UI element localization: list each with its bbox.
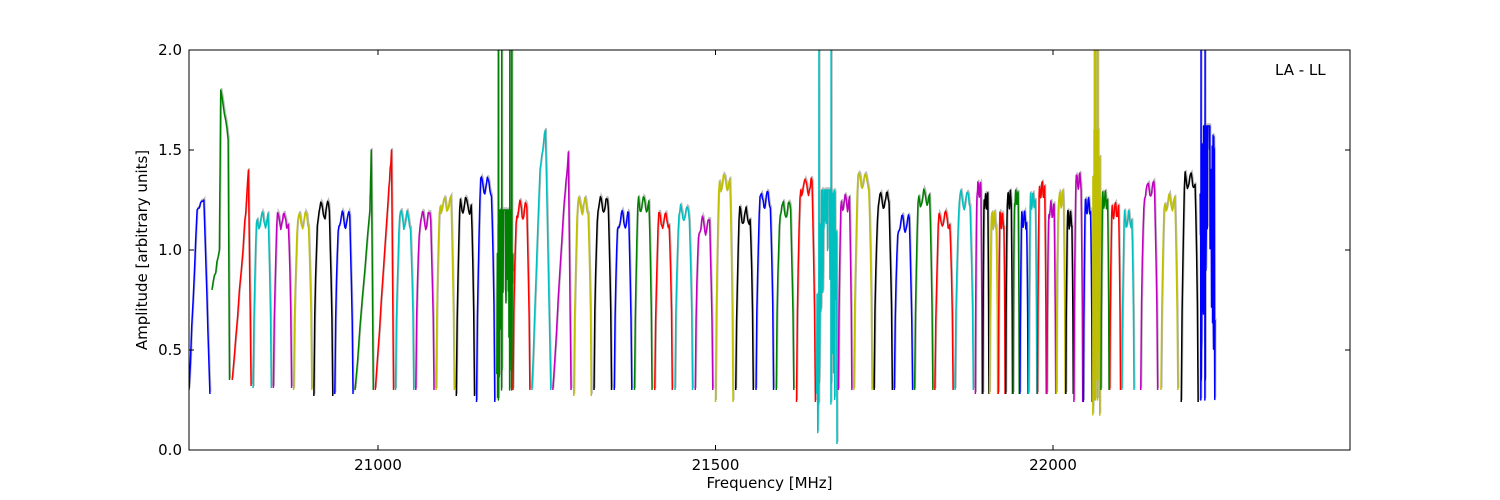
series-line-43 xyxy=(1005,189,1014,395)
panel-annotation: LA - LL xyxy=(1275,61,1326,79)
series-line-38 xyxy=(954,189,975,391)
series-line-33 xyxy=(853,172,873,391)
shadow-trace-32 xyxy=(838,192,854,389)
shadow-trace-26 xyxy=(715,170,735,401)
series-line-49 xyxy=(1055,189,1066,395)
y-tick-label-1: 0.5 xyxy=(158,341,182,359)
series-line-29 xyxy=(775,200,795,391)
series-line-22 xyxy=(633,196,653,391)
shadow-trace-47 xyxy=(1037,179,1048,393)
x-tick-label-1: 21500 xyxy=(692,456,740,474)
series-line-52 xyxy=(1082,196,1093,403)
series-line-36 xyxy=(913,188,934,391)
series-line-5 xyxy=(292,211,313,391)
shadow-trace-40 xyxy=(982,190,991,393)
series-line-58 xyxy=(1160,192,1179,391)
shadow-trace-48 xyxy=(1046,198,1058,393)
series-line-59 xyxy=(1180,171,1199,403)
y-tick-label-2: 1.0 xyxy=(158,241,182,259)
series-line-19 xyxy=(573,196,593,397)
series-line-3 xyxy=(252,211,273,389)
series-line-10 xyxy=(394,209,415,391)
series-line-2 xyxy=(231,169,252,387)
series-line-8 xyxy=(354,149,375,391)
series-line-40 xyxy=(982,192,990,395)
shadow-trace-46 xyxy=(1028,189,1039,393)
series-line-18 xyxy=(552,151,572,391)
y-tick-label-4: 2.0 xyxy=(158,41,182,59)
series-line-13 xyxy=(455,196,476,397)
series-line-56 xyxy=(1121,209,1135,391)
series-line-48 xyxy=(1046,200,1057,395)
series-line-25 xyxy=(694,215,714,391)
series-line-1 xyxy=(211,89,231,381)
y-axis-title: Amplitude [arbitrary units] xyxy=(133,150,151,350)
series-line-30 xyxy=(795,177,817,403)
y-tick-label-3: 1.5 xyxy=(158,141,182,159)
series-line-60 xyxy=(1199,50,1216,401)
series-line-28 xyxy=(755,190,775,391)
series-line-37 xyxy=(934,210,954,391)
series-line-14 xyxy=(475,176,496,403)
series-line-34 xyxy=(873,191,894,391)
series-line-55 xyxy=(1108,201,1122,391)
series-line-54 xyxy=(1100,190,1110,391)
series-line-42 xyxy=(997,211,1006,395)
series-line-46 xyxy=(1027,192,1038,395)
series-line-11 xyxy=(415,210,435,391)
series-line-23 xyxy=(654,211,674,391)
series-line-21 xyxy=(613,209,633,391)
series-line-51 xyxy=(1073,172,1084,403)
series-line-6 xyxy=(313,200,334,397)
series-line-4 xyxy=(272,211,293,389)
series-line-31 xyxy=(816,50,838,445)
series-line-50 xyxy=(1065,209,1074,395)
series-line-45 xyxy=(1019,210,1029,395)
series-line-24 xyxy=(674,203,694,391)
shadow-trace-55 xyxy=(1109,198,1123,389)
series-line-41 xyxy=(988,210,999,395)
series-line-26 xyxy=(714,173,734,403)
series-line-12 xyxy=(435,195,456,391)
tick-layer: 21000 21500 22000 0.0 0.5 1.0 1.5 2.0 xyxy=(158,41,1350,474)
x-axis-title: Frequency [MHz] xyxy=(706,474,832,492)
x-tick-label-2: 22000 xyxy=(1029,456,1077,474)
series-line-35 xyxy=(893,214,914,391)
series-line-0 xyxy=(189,199,211,395)
series-line-39 xyxy=(974,181,983,395)
series-line-16 xyxy=(512,199,531,391)
series-line-47 xyxy=(1036,180,1047,395)
series-line-53 xyxy=(1092,50,1101,417)
series-line-7 xyxy=(334,210,354,395)
series-line-20 xyxy=(593,195,613,391)
series-line-9 xyxy=(374,149,395,391)
series-line-44 xyxy=(1012,189,1020,395)
series-layer xyxy=(189,50,1216,445)
series-line-17 xyxy=(531,129,552,391)
x-tick-label-0: 21000 xyxy=(354,456,402,474)
series-line-15 xyxy=(496,50,514,401)
series-line-32 xyxy=(837,193,853,391)
y-tick-label-0: 0.0 xyxy=(158,441,182,459)
series-line-57 xyxy=(1140,180,1159,391)
series-line-27 xyxy=(735,205,755,391)
